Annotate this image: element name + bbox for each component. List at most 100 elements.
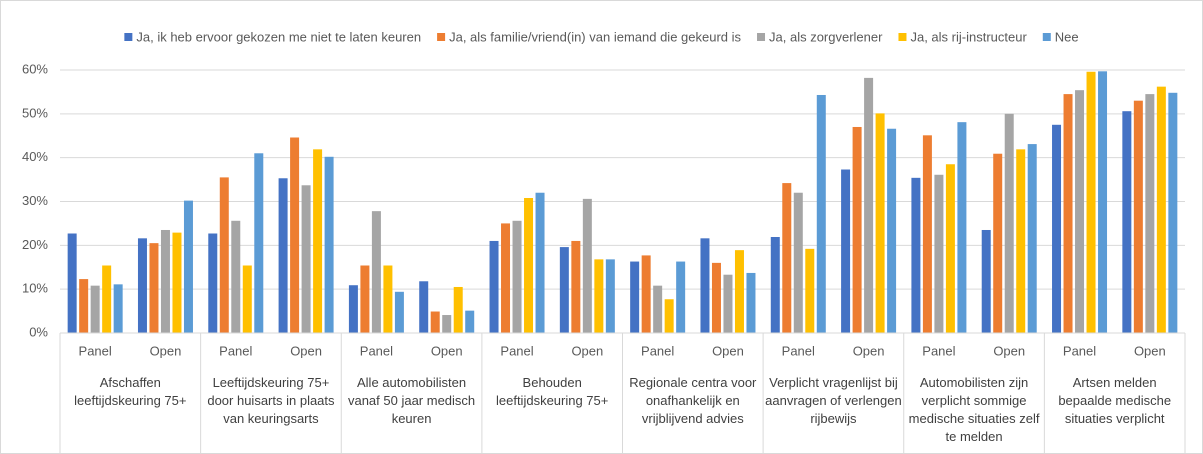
x-tick-label: Panel (360, 343, 393, 358)
bar (1027, 144, 1037, 333)
bar (1086, 71, 1096, 334)
bar (805, 248, 815, 333)
bar (512, 220, 522, 333)
group-label-box: Afschaffen leeftijdskeuring 75+ (74, 375, 187, 408)
bar (875, 113, 885, 334)
bar (254, 153, 264, 333)
bar (1004, 113, 1014, 333)
bar (782, 183, 792, 333)
legend-label: Nee (1055, 29, 1079, 44)
bar (700, 238, 710, 333)
bar (746, 272, 756, 333)
bar (535, 192, 545, 333)
bar (453, 286, 463, 333)
y-tick-label: 50% (22, 105, 48, 120)
bar (793, 192, 803, 333)
legend-label: Ja, als familie/vriend(in) van iemand di… (449, 29, 741, 44)
bar (524, 197, 534, 333)
bar (911, 177, 921, 333)
bar (711, 262, 721, 333)
x-tick-label: Panel (219, 343, 252, 358)
bar (1063, 94, 1073, 333)
bar (113, 284, 123, 333)
bar (922, 135, 932, 333)
bar (1075, 90, 1085, 333)
bar (102, 265, 112, 333)
bar (371, 211, 381, 333)
bar (489, 240, 499, 333)
bar (172, 232, 182, 333)
bar (501, 223, 511, 333)
group-label-box: Behouden leeftijdskeuring 75+ (495, 375, 609, 408)
bar (79, 279, 89, 333)
bar (770, 237, 780, 333)
group-label-box: Leeftijdskeuring 75+ door huisarts in pl… (207, 375, 335, 426)
bar (664, 299, 674, 333)
y-tick-label: 0% (29, 324, 48, 339)
bar (723, 274, 733, 333)
bar (208, 233, 218, 333)
legend-label: Ja, ik heb ervoor gekozen me niet te lat… (136, 29, 421, 44)
x-tick-label: Open (431, 343, 463, 358)
bar (219, 177, 229, 333)
bar (231, 220, 241, 333)
bar (90, 285, 100, 333)
bar (160, 229, 170, 333)
legend-swatch (1042, 33, 1051, 41)
bar (571, 240, 581, 333)
bar (394, 291, 404, 333)
bar (301, 185, 311, 333)
legend-swatch (898, 33, 907, 41)
bar (442, 315, 452, 333)
bar (559, 247, 569, 333)
bar (313, 149, 323, 333)
bar (465, 310, 475, 333)
legend-label: Ja, als rij-instructeur (910, 29, 1027, 44)
x-tick-label: Panel (1063, 343, 1096, 358)
group-label: Verplicht vragenlijst bij aanvragen of v… (765, 375, 902, 426)
bar (290, 137, 300, 333)
x-tick-label: Panel (922, 343, 955, 358)
bar (841, 169, 851, 333)
bar (594, 259, 604, 333)
y-tick-label: 60% (22, 61, 48, 76)
group-label: Artsen melden bepaalde medische situatie… (1058, 375, 1172, 426)
x-tick-label: Open (290, 343, 322, 358)
bar (137, 238, 147, 333)
group-label-box: Alle automobilisten vanaf 50 jaar medisc… (348, 375, 475, 426)
bar (419, 281, 429, 333)
bar (852, 126, 862, 333)
bar (1156, 86, 1166, 333)
group-label: Behouden leeftijdskeuring 75+ (495, 375, 609, 408)
x-tick-label: Panel (500, 343, 533, 358)
group-label: Leeftijdskeuring 75+ door huisarts in pl… (207, 375, 335, 426)
bar (653, 285, 663, 333)
bar (1016, 149, 1026, 333)
legend: Ja, ik heb ervoor gekozen me niet te lat… (124, 29, 1079, 44)
x-tick-label: Panel (641, 343, 674, 358)
bar (1168, 92, 1178, 333)
bar (348, 285, 358, 333)
bar (993, 153, 1003, 333)
bar (242, 265, 252, 333)
x-tick-label: Open (993, 343, 1025, 358)
bar (582, 198, 592, 333)
group-label-box: Automobilisten zijn verplicht sommige me… (909, 375, 1040, 444)
bar (641, 255, 651, 333)
group-label-box: Verplicht vragenlijst bij aanvragen of v… (765, 375, 902, 426)
bar (934, 174, 944, 333)
group-label: Afschaffen leeftijdskeuring 75+ (74, 375, 187, 408)
legend-label: Ja, als zorgverlener (769, 29, 883, 44)
legend-swatch (437, 33, 446, 41)
bar (734, 250, 744, 333)
group-label: Regionale centra voor onafhankelijk en v… (629, 375, 757, 426)
y-tick-label: 10% (22, 281, 48, 296)
bar (324, 156, 334, 333)
bar (360, 265, 370, 333)
x-tick-label: Open (1134, 343, 1166, 358)
bar (1122, 111, 1132, 333)
bar (981, 229, 991, 333)
x-tick-label: Panel (79, 343, 112, 358)
bar (183, 200, 193, 333)
